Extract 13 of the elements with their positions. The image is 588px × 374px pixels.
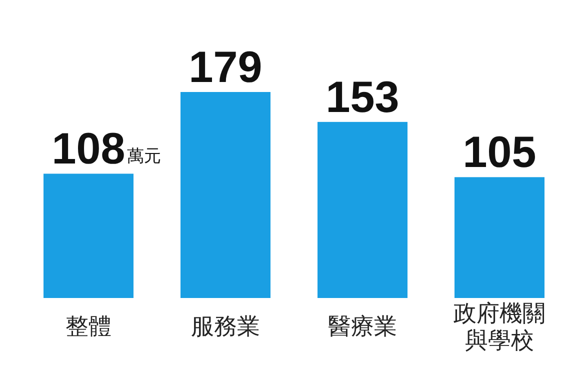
bar: [454, 177, 544, 298]
x-tick-label: 整體: [66, 313, 112, 339]
data-label: 153: [326, 72, 400, 122]
annotation: 萬元: [127, 146, 162, 166]
data-label: 179: [188, 43, 262, 92]
bar: [318, 122, 408, 298]
x-tick-label: 服務業: [191, 313, 260, 339]
x-tick-label: 醫療業: [328, 313, 397, 339]
bar: [180, 92, 270, 298]
x-tick-label: 政府機關與學校: [454, 300, 546, 353]
bar: [44, 174, 134, 298]
data-label: 108: [52, 124, 126, 174]
data-label: 105: [462, 128, 536, 178]
